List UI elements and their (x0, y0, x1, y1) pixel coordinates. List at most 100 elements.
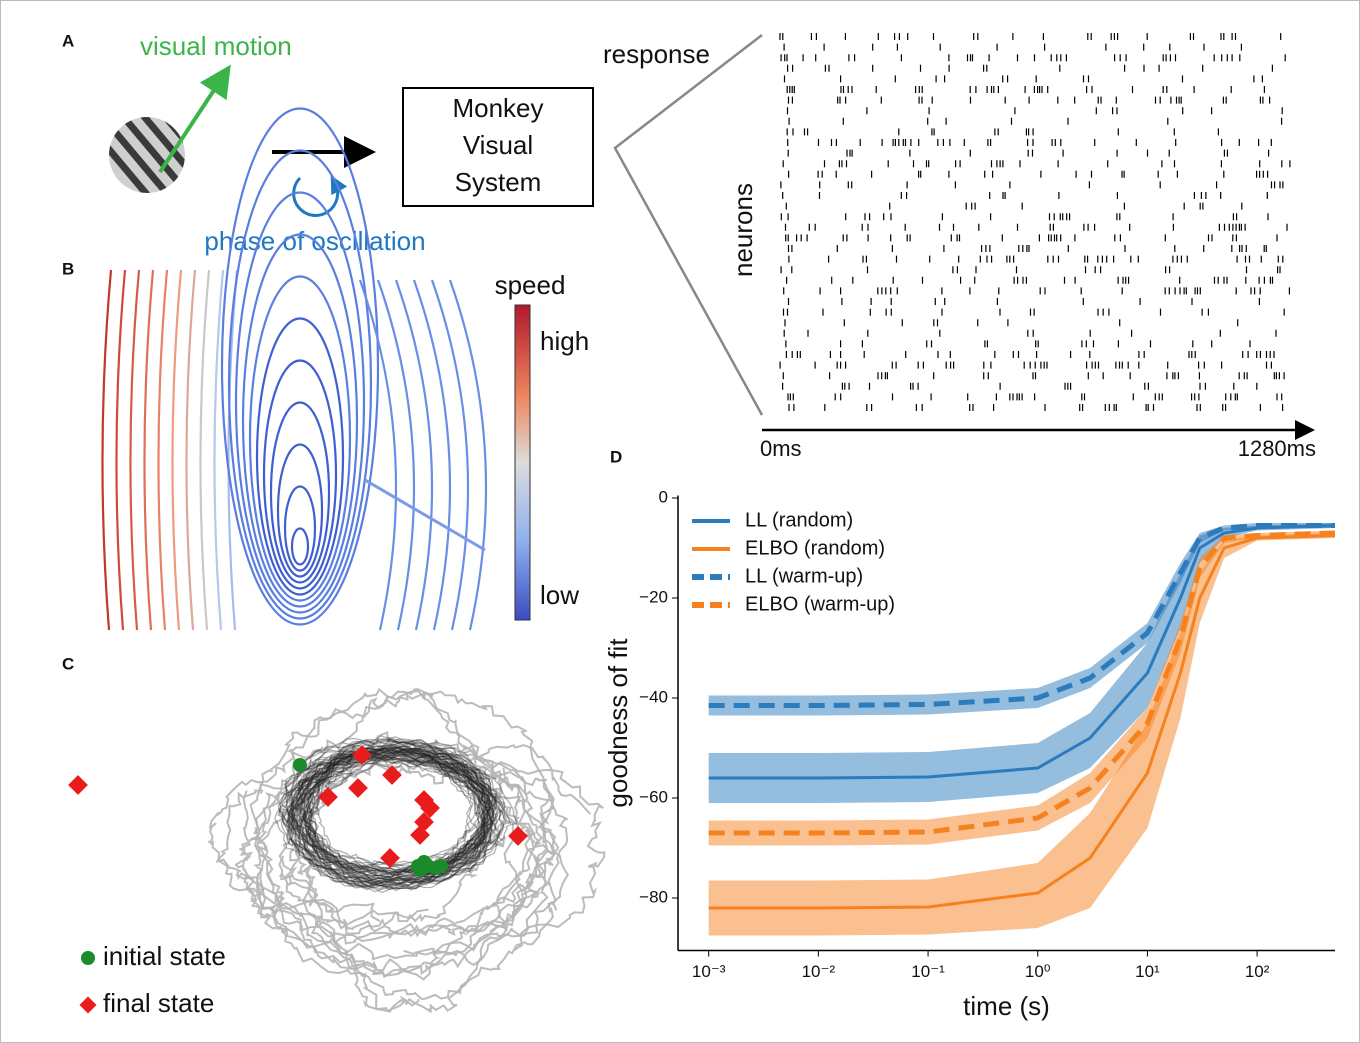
streamline (129, 269, 141, 631)
trajectory (287, 751, 512, 877)
y-axis-label: goodness of fit (603, 638, 633, 808)
streamline (248, 275, 352, 602)
spike-row (782, 160, 1291, 168)
spike-row (782, 192, 1268, 199)
streamline (269, 401, 331, 584)
spike-row (786, 86, 1265, 93)
spike-row (785, 351, 1275, 358)
spike-row (784, 319, 1239, 327)
y-tick-label: 0 (659, 487, 668, 506)
trajectory (289, 740, 491, 889)
rotation-arrow (292, 175, 348, 217)
stimulus-label: visual motion (140, 31, 292, 61)
grating (109, 117, 185, 193)
trajectory (285, 735, 489, 885)
streamline (241, 233, 359, 608)
system-box (402, 87, 594, 207)
trajectory (256, 760, 569, 967)
streamline (412, 279, 452, 631)
spike-row (780, 213, 1269, 221)
trajectory (292, 745, 495, 876)
spike-row (787, 149, 1270, 157)
spike-row (785, 202, 1243, 210)
initial-state (413, 863, 427, 877)
legend-text: final state (103, 988, 214, 1018)
spike-row (787, 245, 1267, 252)
spike-row (788, 404, 1284, 411)
y-tick-label: −80 (639, 887, 668, 906)
trajectory (290, 743, 494, 893)
trajectory (249, 687, 569, 1001)
trajectory (299, 751, 498, 873)
box-text: Visual (463, 130, 533, 160)
trajectory (288, 748, 504, 890)
trajectories (68, 687, 606, 1013)
streamline (430, 279, 470, 631)
trajectory (299, 749, 491, 876)
initial-state (293, 758, 307, 772)
streamline (448, 279, 488, 631)
colorbar (514, 304, 531, 621)
spike-row (782, 372, 1285, 380)
trajectory (299, 746, 473, 870)
spike-row (785, 234, 1278, 242)
zoom-lines (613, 34, 764, 416)
streamline (290, 527, 310, 566)
spike-row (785, 340, 1251, 348)
initial-state (434, 859, 448, 873)
legend-text: initial state (103, 941, 226, 971)
final-state (382, 765, 402, 785)
final-state (68, 775, 88, 795)
trajectory (278, 744, 507, 930)
streamline (213, 269, 225, 631)
trajectory (299, 738, 505, 884)
trajectory (291, 747, 481, 882)
spike-row (784, 223, 1288, 231)
legend-text: ELBO (random) (745, 537, 885, 559)
final-state (420, 798, 440, 818)
trajectory (303, 738, 489, 889)
trajectory (296, 748, 485, 869)
spike-row (786, 128, 1219, 136)
box-text: Monkey (452, 93, 543, 123)
line (708, 530, 1336, 836)
streamline (255, 317, 345, 596)
legend-marker (79, 996, 97, 1014)
trajectory (253, 688, 543, 981)
final-state (348, 778, 368, 798)
trajectory (289, 737, 503, 887)
trajectory (280, 750, 496, 877)
trajectory (248, 730, 541, 975)
box-text: System (455, 167, 542, 197)
streamline (171, 269, 183, 631)
trajectory (208, 739, 560, 943)
panel-label: A (62, 31, 74, 50)
trajectory (283, 741, 490, 889)
x-tick-label: 10¹ (1135, 962, 1160, 981)
spike-row (787, 64, 1273, 72)
streamline (143, 269, 155, 631)
streamline (157, 269, 169, 631)
spike-row (783, 287, 1290, 295)
response-label: response (603, 39, 710, 69)
trajectory (295, 745, 491, 885)
panel-label: C (62, 654, 74, 673)
legend-text: LL (warm-up) (745, 565, 863, 587)
y-tick-label: −60 (639, 787, 668, 806)
spike-row (783, 43, 1242, 51)
streamline (115, 269, 127, 631)
streamline (199, 269, 211, 631)
trajectory (307, 758, 493, 875)
trajectory (215, 744, 606, 961)
trajectory (305, 752, 492, 874)
streamline (358, 279, 398, 631)
trajectory (306, 751, 495, 878)
trajectory (307, 746, 487, 886)
spike-row (780, 266, 1281, 274)
streamline (394, 279, 434, 631)
raster (779, 33, 1291, 411)
colorbar-low: low (540, 580, 579, 610)
streamline (262, 359, 338, 590)
